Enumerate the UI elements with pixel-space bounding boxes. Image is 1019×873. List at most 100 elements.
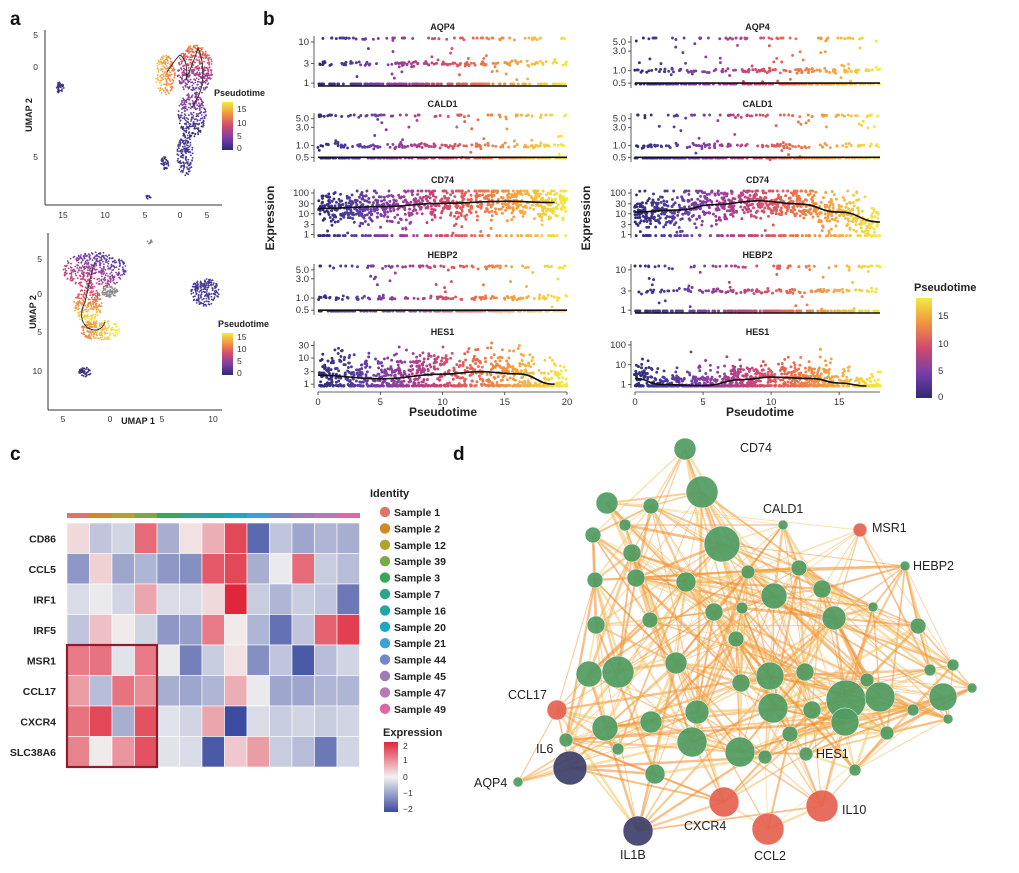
umap-cell-point xyxy=(91,318,93,320)
umap-cell-point xyxy=(178,122,181,125)
umap-cell-point xyxy=(208,303,211,306)
umap-cell-point xyxy=(97,337,100,340)
expression-point xyxy=(360,296,364,300)
umap-cell-point xyxy=(190,290,193,292)
umap-cell-point xyxy=(185,139,188,142)
expression-point xyxy=(540,205,544,209)
umap-cell-point xyxy=(70,274,73,276)
umap-cell-point xyxy=(102,286,105,288)
expression-point xyxy=(559,189,563,193)
expression-point xyxy=(555,214,559,218)
gene-y-tick-label: 10 xyxy=(298,37,309,48)
umap-cell-point xyxy=(91,307,93,310)
expression-point xyxy=(336,234,340,238)
expression-point xyxy=(456,82,460,86)
umap-cell-point xyxy=(177,147,180,150)
expression-point xyxy=(428,196,432,200)
umap-cell-point xyxy=(86,317,89,319)
expression-point xyxy=(445,199,449,203)
expression-point xyxy=(527,364,531,367)
expression-point xyxy=(503,296,506,300)
umap-cell-point xyxy=(60,89,63,92)
umap-cell-point xyxy=(188,125,191,128)
expression-point xyxy=(476,143,479,147)
expression-point xyxy=(341,82,345,86)
expression-point xyxy=(495,191,499,195)
expression-point xyxy=(517,203,521,207)
expression-point xyxy=(555,296,559,300)
umap-cell-point xyxy=(205,55,208,58)
expression-point xyxy=(549,207,553,211)
expression-point xyxy=(476,82,480,86)
expression-point xyxy=(413,143,417,147)
umap-cell-point xyxy=(164,62,167,64)
expression-point xyxy=(561,218,565,222)
expression-point xyxy=(369,274,373,278)
umap-cell-point xyxy=(185,117,188,119)
expression-point xyxy=(321,82,325,86)
expression-point xyxy=(387,82,391,86)
expression-point xyxy=(475,36,479,40)
umap-cell-point xyxy=(100,257,103,259)
umap-cell-point xyxy=(157,71,160,73)
umap-cell-point xyxy=(181,150,184,153)
umap-cell-point xyxy=(186,49,189,52)
umap-cell-point xyxy=(168,78,171,81)
expression-point xyxy=(339,192,343,196)
umap-cell-point xyxy=(83,314,86,317)
umap-cell-point xyxy=(84,375,87,378)
expression-point xyxy=(350,234,354,238)
expression-point xyxy=(470,205,474,209)
umap-cell-point xyxy=(179,116,182,119)
expression-point xyxy=(352,113,356,117)
umap-cell-point xyxy=(194,47,197,49)
expression-point xyxy=(532,197,536,200)
expression-point xyxy=(510,211,514,215)
expression-point xyxy=(433,36,437,40)
umap-cell-point xyxy=(101,270,104,273)
expression-point xyxy=(522,205,526,209)
expression-point xyxy=(416,62,420,66)
expression-point xyxy=(489,367,493,371)
umap-cell-point xyxy=(161,77,164,79)
umap-cell-point xyxy=(210,293,213,295)
umap-cell-point xyxy=(92,313,95,316)
expression-point xyxy=(359,363,363,367)
expression-point xyxy=(457,113,461,117)
umap-cell-point xyxy=(166,58,169,61)
umap-cell-point xyxy=(206,77,209,80)
expression-point xyxy=(349,209,353,213)
expression-point xyxy=(328,82,332,86)
umap-cell-point xyxy=(80,261,83,263)
expression-point xyxy=(390,234,394,238)
expression-point xyxy=(420,189,424,193)
expression-point xyxy=(464,358,468,362)
umap-cell-point xyxy=(194,291,197,293)
umap-cell-point xyxy=(102,289,105,291)
umap-cell-point xyxy=(181,111,183,114)
umap-cell-point xyxy=(191,66,194,69)
umap-cell-point xyxy=(65,269,67,272)
expression-point xyxy=(524,266,527,270)
umap-cell-point xyxy=(92,335,95,338)
expression-point xyxy=(382,198,386,202)
expression-point xyxy=(424,189,428,193)
umap-cell-point xyxy=(103,268,105,270)
umap-cell-point xyxy=(192,123,195,125)
expression-point xyxy=(446,296,450,300)
expression-point xyxy=(512,139,516,143)
umap-cell-point xyxy=(178,80,181,82)
expression-point xyxy=(518,380,522,384)
umap-cell-point xyxy=(123,273,126,276)
expression-point xyxy=(346,114,350,118)
umap-cell-point xyxy=(80,293,83,296)
gene-y-tick-label: 10 xyxy=(298,353,309,364)
umap-cell-point xyxy=(182,161,185,164)
expression-point xyxy=(433,357,437,361)
expression-point xyxy=(404,295,408,299)
umap-cell-point xyxy=(101,255,103,257)
umap-cell-point xyxy=(99,331,102,334)
expression-point xyxy=(402,369,406,373)
umap-cell-point xyxy=(204,87,207,90)
umap-cell-point xyxy=(189,151,192,154)
